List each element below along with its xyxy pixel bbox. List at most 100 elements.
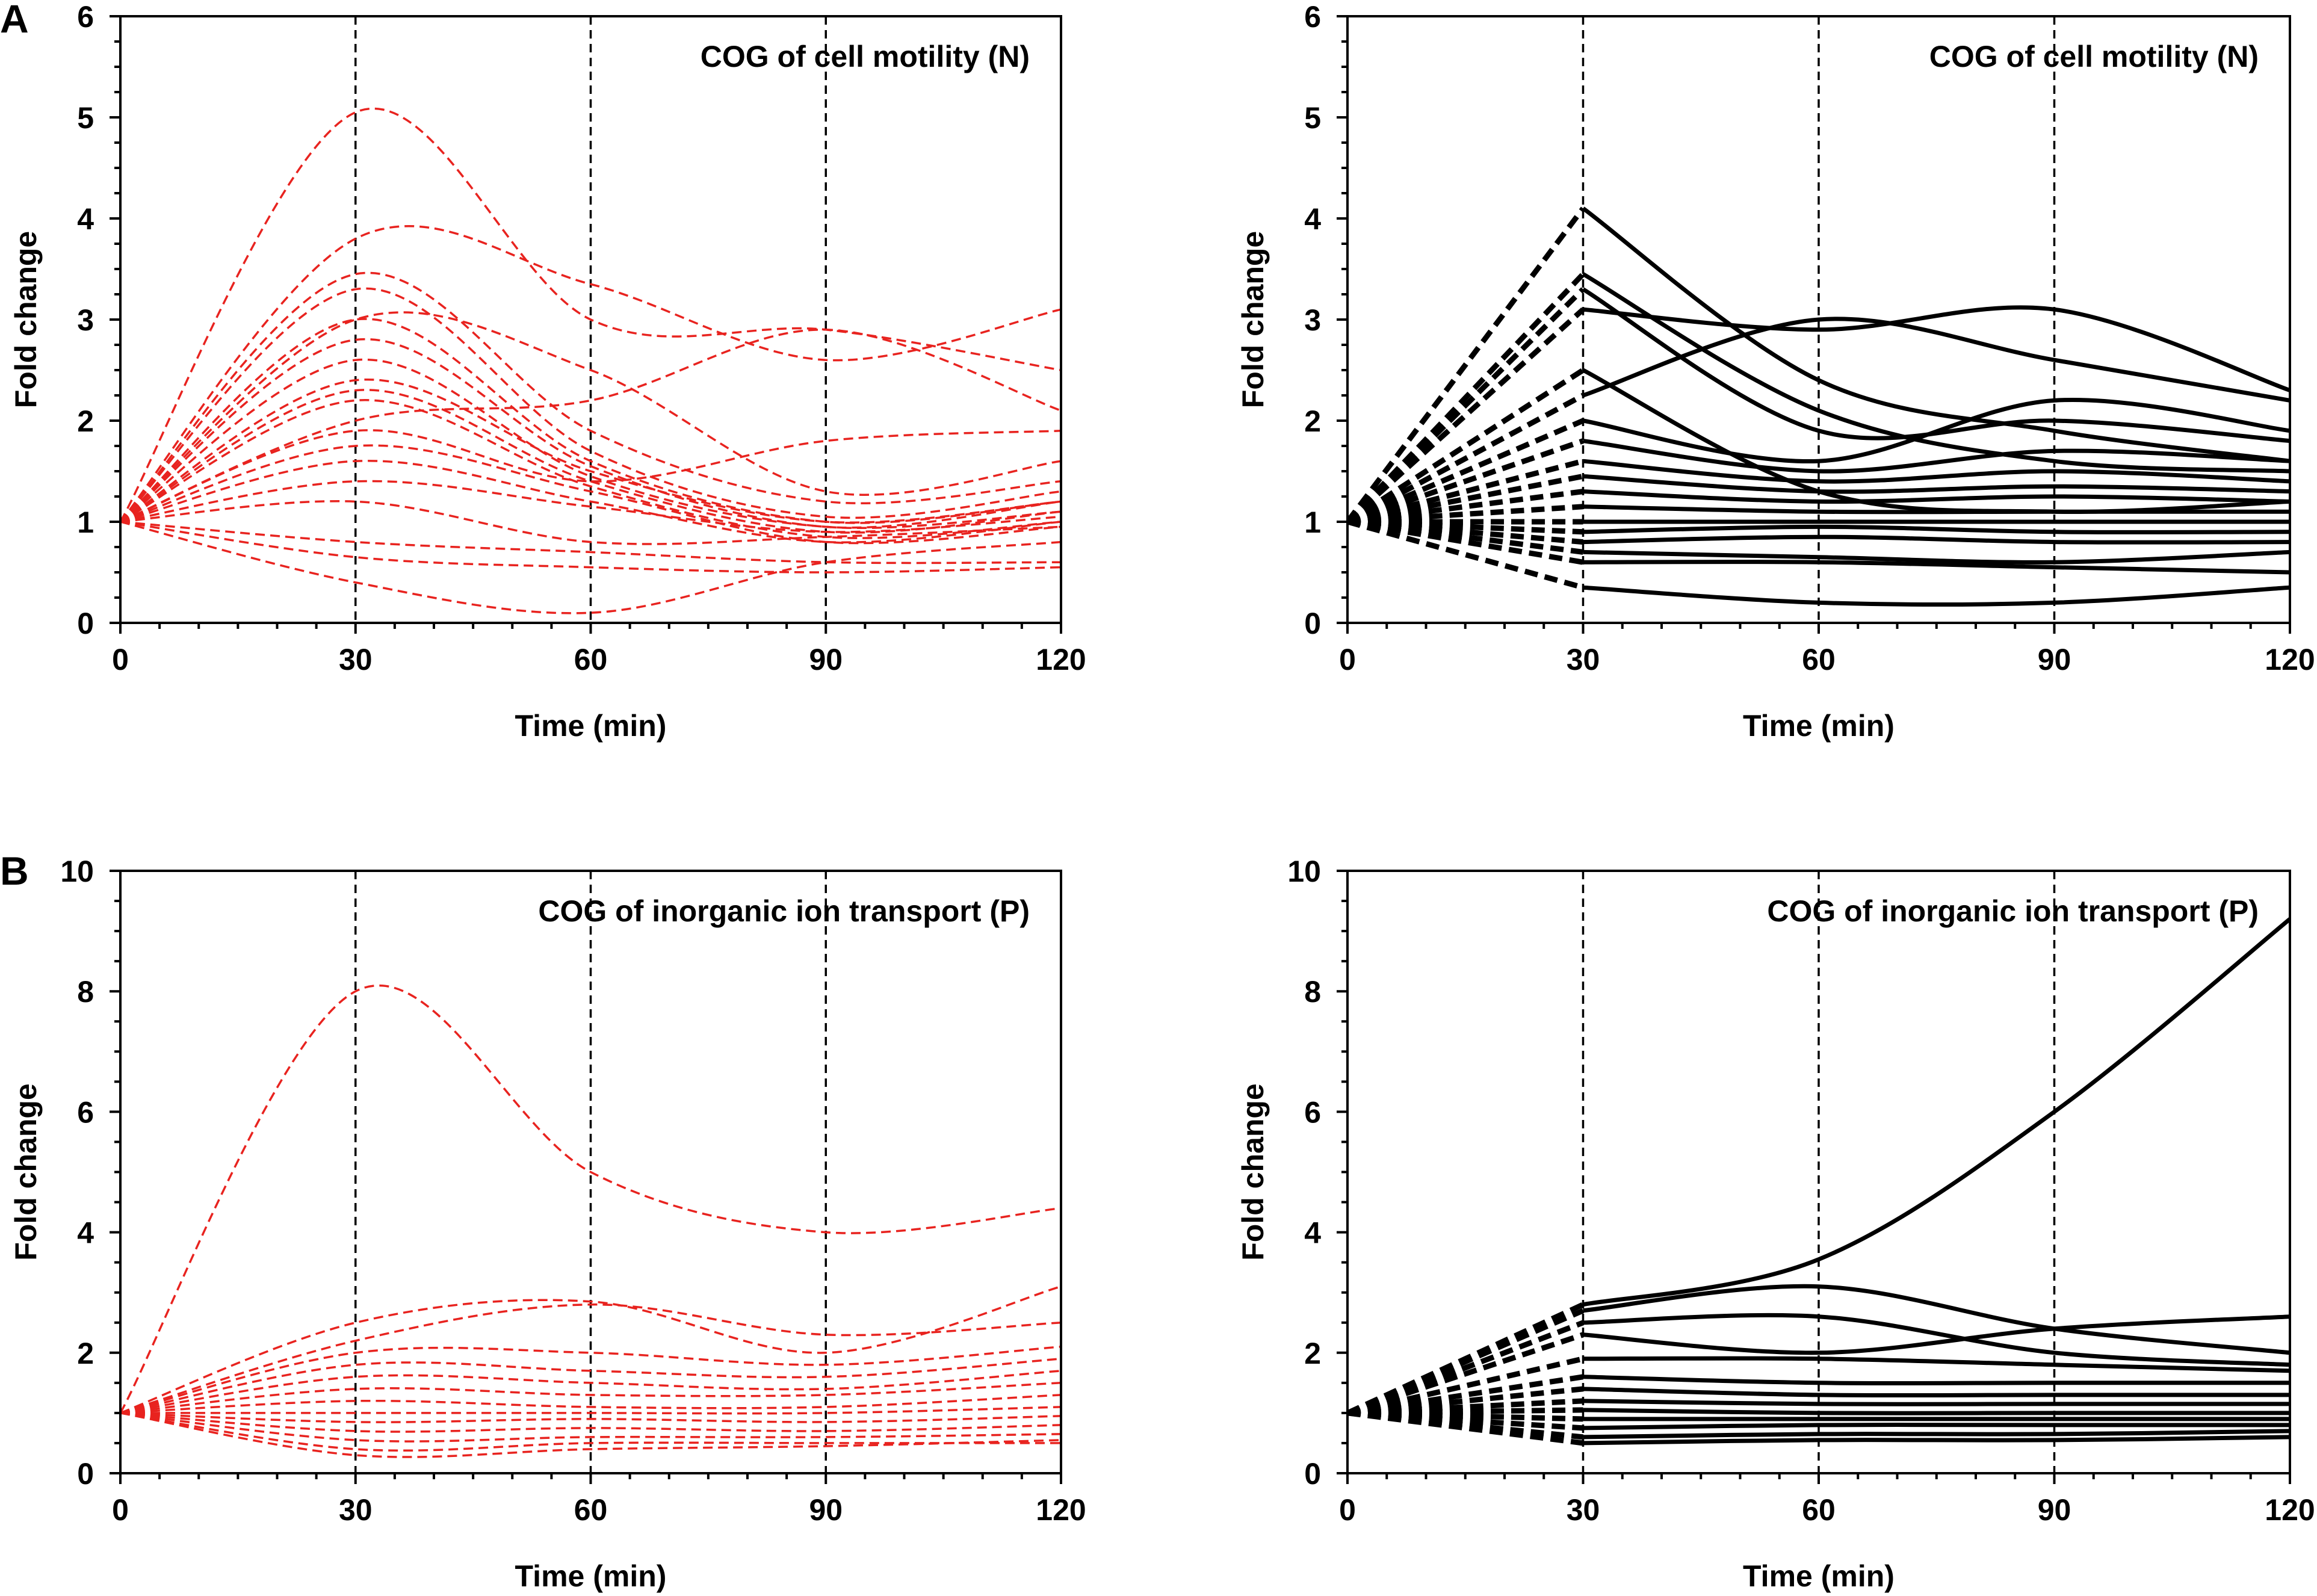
chart-ion-transport-fitted: 0 30 60 90 120 0 2 4 6 8 10 Time (min) Fold change CO… <box>1236 855 2315 1593</box>
series-line-11 <box>1583 489 2290 504</box>
series-line-9 <box>120 1406 1061 1415</box>
y-tick-label: 6 <box>1304 1095 1321 1129</box>
series-line-7 <box>1582 398 2290 464</box>
panel-label-a: A <box>0 0 29 41</box>
series-line-12-early <box>1347 504 1583 525</box>
series-line-1-early <box>1347 1302 1585 1415</box>
x-axis-title: Time (min) <box>515 709 667 743</box>
series-line-5-early <box>1347 368 1585 524</box>
x-tick-label: 0 <box>112 1493 129 1527</box>
series-line-1 <box>120 985 1061 1414</box>
x-tick-label: 0 <box>1339 643 1356 676</box>
y-axis-title: Fold change <box>1236 231 1270 408</box>
x-tick-label: 90 <box>809 643 843 676</box>
chart-title: COG of inorganic ion transport (P) <box>538 894 1030 928</box>
y-tick-label: 3 <box>77 303 94 337</box>
series-line-17 <box>120 521 1061 564</box>
chart-title: COG of cell motility (N) <box>701 40 1030 73</box>
series-line-14 <box>120 1412 1061 1458</box>
series-line-6 <box>120 1370 1061 1414</box>
series-line-6-early <box>1347 393 1585 524</box>
chart-cell-motility-all-genes: 0 30 60 90 120 0 1 2 3 4 5 6 Time (min) Fold change CO… <box>9 0 1086 743</box>
chart-ion-transport-all-genes: 0 30 60 90 120 0 2 4 6 8 10 Time (min) Fold change CO… <box>9 855 1086 1593</box>
series-line-2-early <box>1347 1308 1585 1416</box>
series-line-10-early <box>1347 1410 1583 1422</box>
x-tick-label: 120 <box>1036 1493 1086 1527</box>
series-line-6-early <box>1347 1374 1584 1416</box>
series-line-14-early <box>1347 519 1583 535</box>
y-tick-label: 0 <box>77 1457 94 1491</box>
series-line-18 <box>1583 585 2290 607</box>
series-line-11 <box>1583 1423 2290 1431</box>
series-line-20 <box>120 311 1061 523</box>
chart-title: COG of cell motility (N) <box>1929 40 2259 73</box>
plot-area <box>120 107 1061 614</box>
x-tick-label: 30 <box>339 643 373 676</box>
x-axis-title: Time (min) <box>1743 1559 1895 1593</box>
series-line-7 <box>120 1382 1061 1414</box>
y-tick-label: 2 <box>77 404 94 438</box>
series-line-4 <box>1583 1314 2290 1355</box>
series-line-3 <box>120 1303 1061 1414</box>
y-tick-label: 6 <box>77 1095 94 1129</box>
series-line-2 <box>120 224 1061 523</box>
y-tick-label: 8 <box>77 975 94 1009</box>
series-line-10 <box>1583 474 2290 494</box>
series-line-4-early <box>1347 1332 1584 1416</box>
series-line-15 <box>120 480 1061 533</box>
series-line-15-early <box>1347 519 1583 545</box>
series-line-4 <box>120 1346 1061 1414</box>
series-line-12 <box>120 1412 1061 1443</box>
y-axis-title: Fold change <box>9 231 43 408</box>
y-tick-label: 4 <box>77 202 94 236</box>
x-axis-title: Time (min) <box>1743 709 1895 743</box>
y-tick-label: 4 <box>1304 202 1321 236</box>
series-line-6 <box>1582 317 2290 403</box>
series-line-9 <box>1583 459 2290 484</box>
series-line-16 <box>120 500 1061 545</box>
y-tick-label: 0 <box>77 607 94 640</box>
y-tick-label: 2 <box>1304 404 1321 438</box>
y-tick-label: 4 <box>1304 1216 1321 1250</box>
series-line-5 <box>120 1358 1061 1414</box>
series-line-8 <box>120 1394 1061 1414</box>
series-line-18 <box>120 521 1061 574</box>
y-tick-label: 6 <box>77 0 94 34</box>
y-tick-label: 2 <box>1304 1337 1321 1370</box>
series-line-17-early <box>1347 519 1584 565</box>
series-line-6 <box>1583 1375 2290 1386</box>
series-line-9 <box>120 389 1061 534</box>
series-line-8-early <box>1347 1398 1583 1416</box>
chart-cell-motility-fitted: 0 30 60 90 120 0 1 2 3 4 5 6 Time (min) Fold change CO… <box>1236 0 2315 743</box>
y-tick-label: 0 <box>1304 607 1321 640</box>
series-line-1 <box>1582 917 2290 1307</box>
x-tick-label: 90 <box>2038 643 2071 676</box>
series-line-12 <box>1583 1429 2290 1440</box>
series-line-2 <box>1583 1284 2290 1355</box>
x-axis-title: Time (min) <box>515 1559 667 1593</box>
y-tick-label: 0 <box>1304 1457 1321 1491</box>
x-tick-label: 120 <box>1036 643 1086 676</box>
x-tick-label: 30 <box>1567 643 1600 676</box>
series-line-4 <box>120 287 1061 523</box>
series-line-7-early <box>1347 1386 1583 1416</box>
x-tick-label: 90 <box>2038 1493 2071 1527</box>
chart-title: COG of inorganic ion transport (P) <box>1767 894 2259 928</box>
series-line-15 <box>1583 534 2290 545</box>
series-line-4 <box>1583 305 2290 392</box>
series-line-1-early <box>1347 206 1586 524</box>
series-line-9 <box>1583 1408 2290 1415</box>
series-line-3 <box>120 271 1061 523</box>
plot-area <box>1347 917 2290 1446</box>
series-line-11 <box>120 1412 1061 1433</box>
y-axis-title: Fold change <box>9 1083 43 1260</box>
y-tick-label: 2 <box>77 1337 94 1370</box>
series-line-3 <box>1582 287 2290 444</box>
series-line-4-early <box>1347 307 1585 524</box>
series-line-14 <box>1583 524 2290 534</box>
y-tick-label: 6 <box>1304 0 1321 34</box>
series-line-13 <box>1583 1435 2290 1446</box>
x-tick-label: 60 <box>574 643 608 676</box>
y-tick-label: 1 <box>1304 506 1321 539</box>
